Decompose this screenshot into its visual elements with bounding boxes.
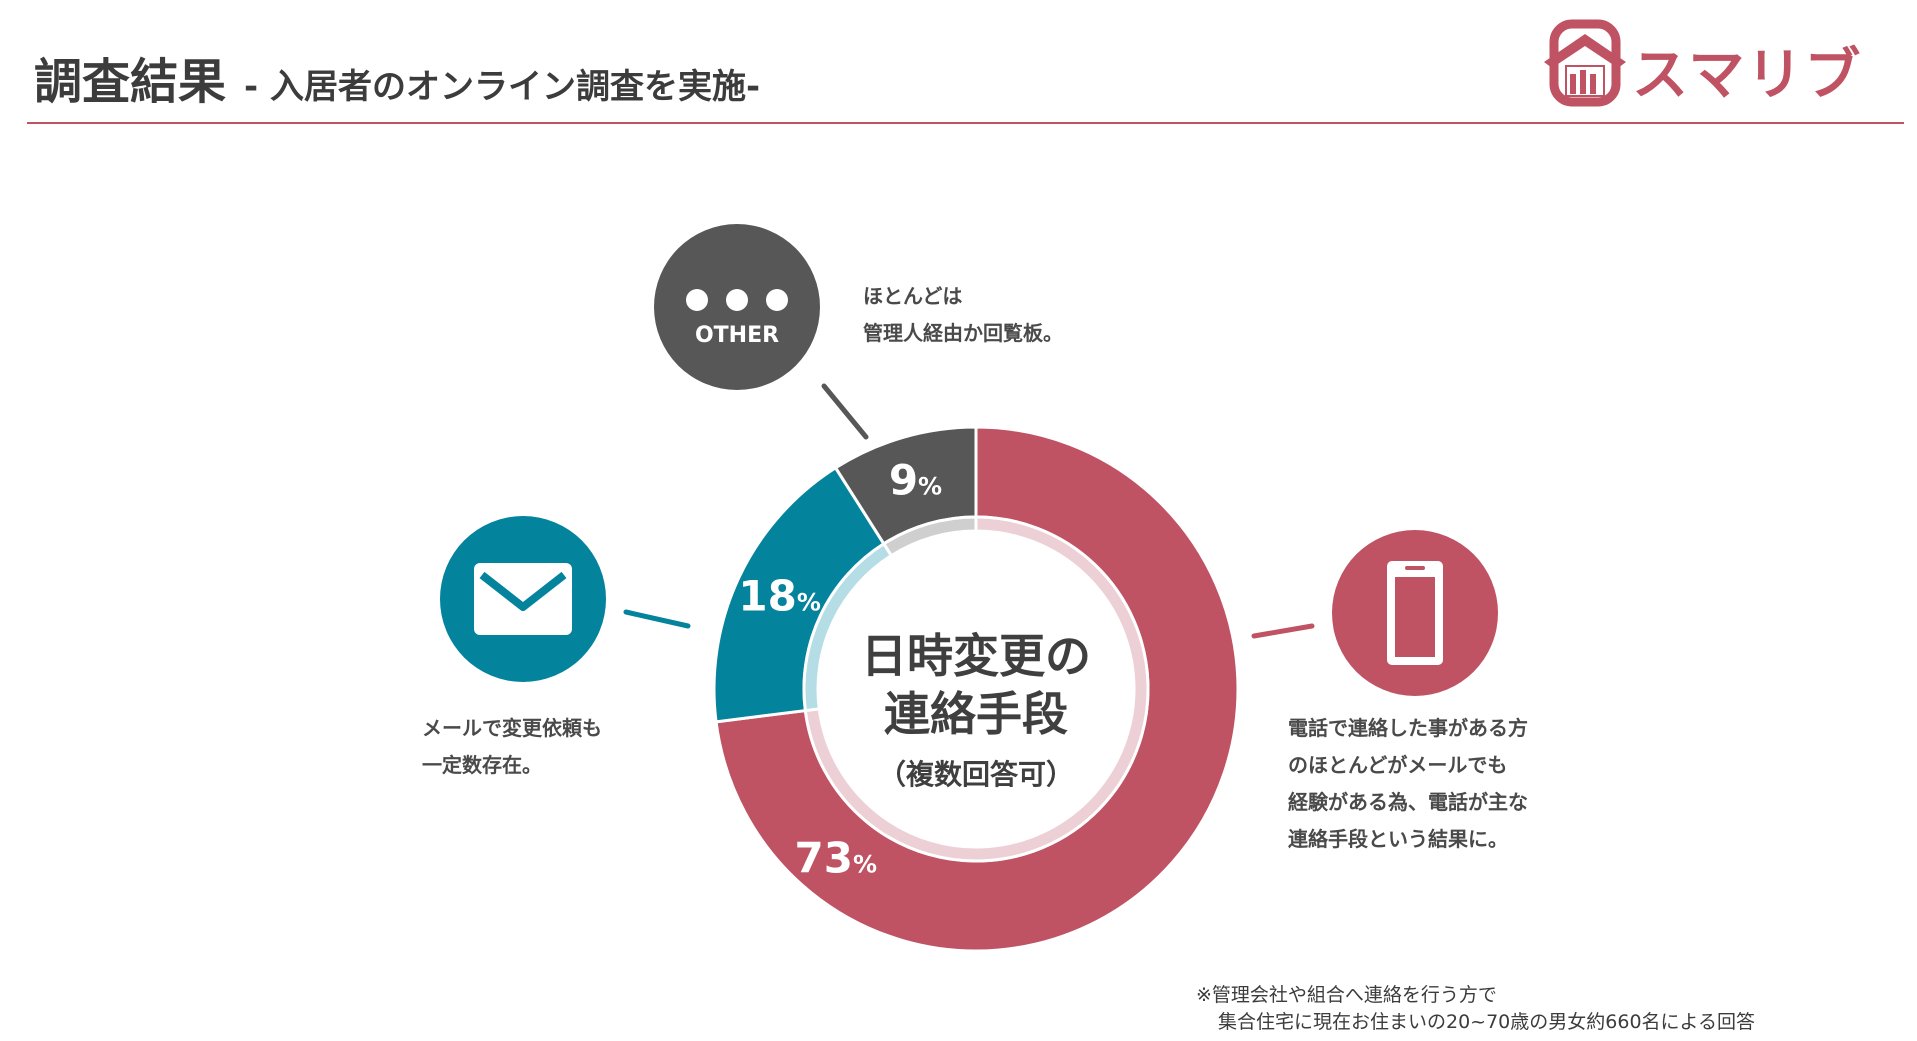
envelope-icon (440, 516, 606, 682)
mail-note-line-2: 一定数存在。 (422, 753, 542, 777)
phone-note-line-2: のほとんどがメールでも (1288, 753, 1508, 777)
value-label-number-1: 18 (738, 572, 796, 621)
other-note: ほとんどは 管理人経由か回覧板。 (863, 278, 1063, 352)
mail-note-line-1: メールで変更依頼も (422, 716, 602, 740)
header-divider (27, 122, 1904, 124)
phone-note-line-3: 経験がある為、電話が主な (1288, 790, 1528, 814)
value-label-2: 9% (889, 456, 942, 505)
center-title-line-1: 日時変更の (861, 629, 1091, 683)
brand-logo: スマリブ (1540, 18, 1860, 108)
center-subtitle: （複数回答可） (878, 758, 1074, 791)
value-label-unit-0: % (853, 851, 877, 879)
mail-connector-line (623, 609, 691, 629)
phone-connector-line (1251, 623, 1315, 639)
value-label-number-0: 73 (795, 834, 853, 883)
other-connector-line (821, 383, 869, 440)
center-title-line-2: 連絡手段 (884, 687, 1068, 741)
page-title-main: 調査結果 (34, 54, 227, 110)
donut-center-hole (818, 531, 1134, 847)
other-icon-label: OTHER (695, 323, 779, 348)
footnote-line-2: 集合住宅に現在お住まいの20~70歳の男女約660名による回答 (1218, 1011, 1755, 1033)
brand-logo-text: スマリブ (1632, 43, 1863, 108)
phone-note-line-1: 電話で連絡した事がある方 (1288, 716, 1528, 740)
footnote-line-1: ※管理会社や組合へ連絡を行う方で (1196, 984, 1497, 1006)
mail-note: メールで変更依頼も 一定数存在。 (422, 710, 602, 784)
value-label-unit-1: % (797, 589, 821, 617)
more-dots-icon: OTHER (654, 224, 820, 390)
value-label-unit-2: % (918, 473, 942, 501)
smartphone-icon (1332, 530, 1498, 696)
other-note-line-1: ほとんどは (863, 284, 963, 308)
value-label-1: 18% (738, 572, 821, 621)
house-logo-icon (1544, 19, 1626, 107)
value-label-0: 73% (795, 834, 878, 883)
other-note-line-2: 管理人経由か回覧板。 (863, 321, 1063, 345)
phone-note-line-4: 連絡手段という結果に。 (1288, 827, 1508, 851)
page-title: 調査結果 - 入居者のオンライン調査を実施- (34, 42, 760, 112)
value-label-number-2: 9 (889, 456, 918, 505)
phone-note: 電話で連絡した事がある方 のほとんどがメールでも 経験がある為、電話が主な 連絡… (1288, 710, 1528, 858)
page-subtitle: - 入居者のオンライン調査を実施- (244, 67, 761, 107)
survey-footnote: ※管理会社や組合へ連絡を行う方で 集合住宅に現在お住まいの20~70歳の男女約6… (1196, 982, 1755, 1036)
